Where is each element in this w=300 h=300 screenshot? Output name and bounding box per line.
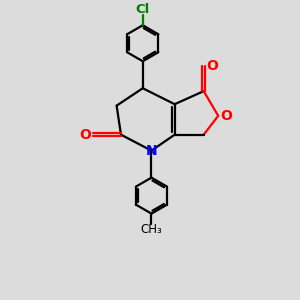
Text: O: O bbox=[206, 59, 218, 74]
Text: O: O bbox=[220, 109, 232, 123]
Text: Cl: Cl bbox=[136, 3, 150, 16]
Text: N: N bbox=[146, 144, 157, 158]
Text: CH₃: CH₃ bbox=[141, 223, 162, 236]
Text: O: O bbox=[79, 128, 91, 142]
